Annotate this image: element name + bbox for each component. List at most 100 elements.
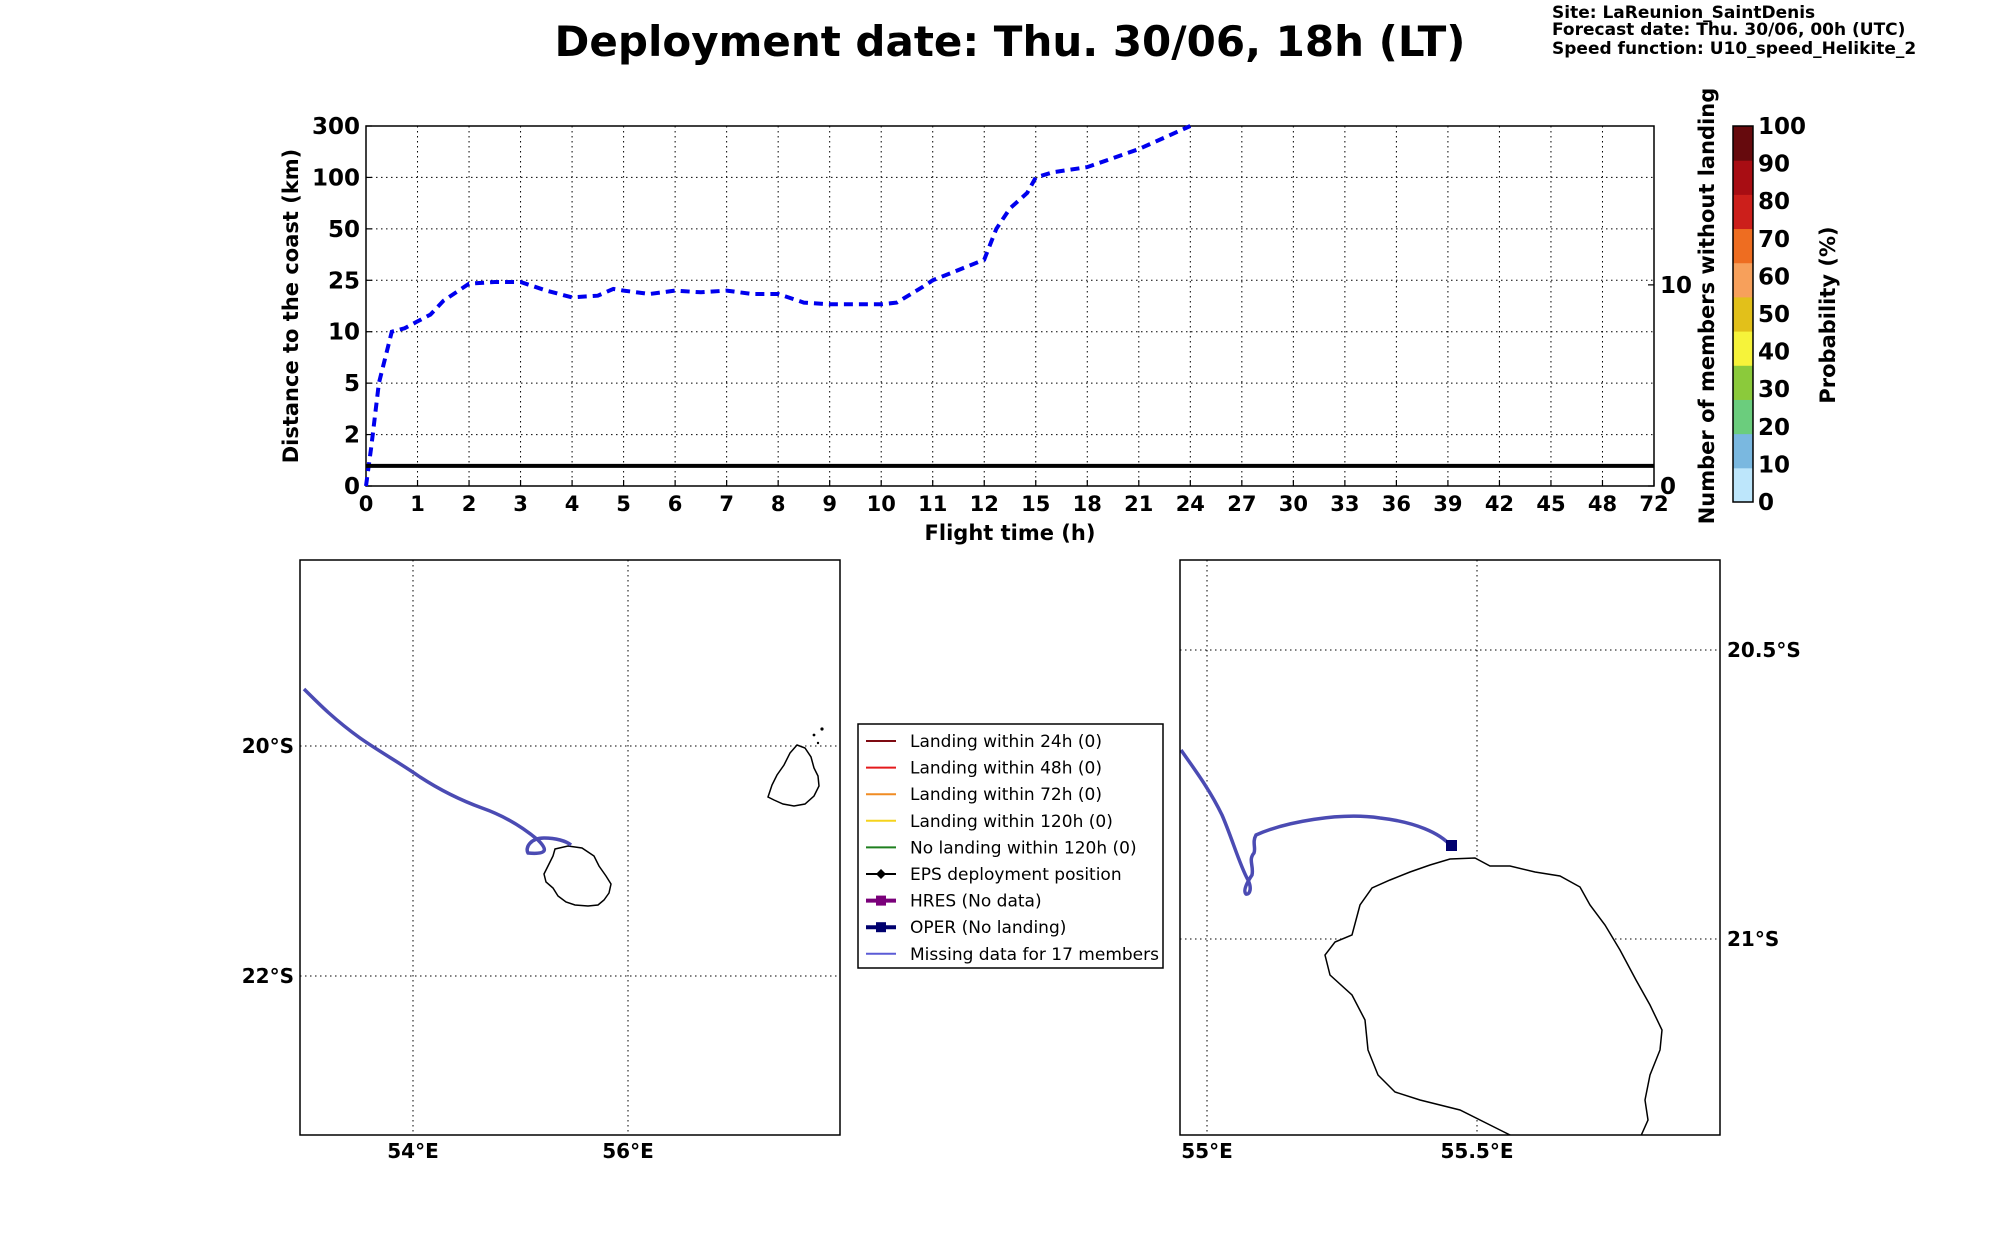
x-tick-label: 1 [410, 492, 425, 516]
y-tick-label: 2 [344, 423, 360, 449]
reunion-island-right [1324, 857, 1663, 1135]
colorbar-tick-label: 80 [1758, 189, 1790, 215]
x-tick-label: 33 [1330, 492, 1359, 516]
y-axis-label: Distance to the coast (km) [279, 149, 303, 464]
site-label: Site: LaReunion_SaintDenis [1552, 3, 1815, 23]
map-left-lat-tick: 22°S [242, 964, 294, 988]
x-tick-label: 9 [822, 492, 837, 516]
colorbar-label: Probability (%) [1816, 226, 1840, 403]
legend-label: OPER (No landing) [910, 918, 1066, 938]
distance-series-line [364, 124, 1192, 487]
forecast-label: Forecast date: Thu. 30/06, 00h (UTC) [1552, 20, 1905, 40]
legend-label: No landing within 120h (0) [910, 838, 1137, 858]
colorbar-frame [1732, 125, 1754, 503]
legend-label: EPS deployment position [910, 865, 1122, 885]
colorbar-tick-label: 60 [1758, 264, 1790, 290]
map-left-lon-tick: 56°E [602, 1139, 654, 1163]
colorbar: 0 10 20 30 40 50 60 70 80 90 100 [1732, 114, 1806, 516]
colorbar-tick-label: 100 [1758, 114, 1806, 140]
oper-trajectory-right [1180, 748, 1453, 896]
map-left-lon-tick: 54°E [387, 1139, 439, 1163]
x-tick-label: 36 [1382, 492, 1411, 516]
x-axis-label: Flight time (h) [925, 521, 1096, 545]
map-right [1179, 559, 1721, 1136]
map-right-lat-tick: 20.5°S [1727, 638, 1801, 662]
map-right-lon-tick: 55.5°E [1440, 1139, 1513, 1163]
x-tick-label: 6 [668, 492, 683, 516]
oper-position-marker [1446, 840, 1457, 851]
colorbar-segment [1733, 228, 1753, 264]
chart-title: Deployment date: Thu. 30/06, 18h (LT) [555, 17, 1466, 66]
y-tick-label: 50 [328, 217, 360, 243]
legend: Landing within 24h (0) Landing within 48h… [866, 732, 1159, 965]
colorbar-segment [1733, 296, 1753, 332]
legend-box [857, 723, 1164, 969]
x-tick-label: 48 [1588, 492, 1617, 516]
y2-axis-label: Number of members without landing [1695, 88, 1719, 525]
x-tick-label: 0 [359, 492, 374, 516]
x-tick-label: 21 [1124, 492, 1153, 516]
colorbar-segment [1733, 194, 1753, 230]
colorbar-segment [1733, 467, 1753, 503]
legend-label: Landing within 24h (0) [910, 732, 1102, 752]
map-left [299, 559, 841, 1136]
x-tick-label: 11 [918, 492, 947, 516]
islet-dot [820, 727, 824, 731]
colorbar-segment [1733, 365, 1753, 400]
x-tick-label: 15 [1021, 492, 1050, 516]
speed-label: Speed function: U10_speed_Helikite_2 [1552, 39, 1916, 59]
y-tick-label: 10 [328, 320, 360, 346]
colorbar-segment [1733, 160, 1753, 195]
y-tick-label: 0 [344, 474, 360, 500]
y2-tick-labels: 0 10 [1648, 273, 1692, 500]
legend-square-marker [876, 922, 886, 933]
top-chart-grid [366, 126, 1654, 486]
map-right-lon-tick: 55°E [1181, 1139, 1233, 1163]
x-tick-label: 39 [1433, 492, 1462, 516]
x-tick-label: 8 [771, 492, 786, 516]
map-left-lat-tick: 20°S [242, 734, 294, 758]
x-tick-label: 12 [970, 492, 999, 516]
top-chart-frame [365, 125, 1655, 487]
islet-dot [816, 741, 820, 745]
series-lines [364, 124, 1654, 487]
x-tick-label: 72 [1639, 492, 1668, 516]
colorbar-tick-label: 10 [1758, 452, 1790, 478]
colorbar-tick-label: 50 [1758, 302, 1790, 328]
x-tick-label: 10 [867, 492, 896, 516]
map-right-lat-tick: 21°S [1727, 927, 1779, 951]
colorbar-tick-label: 0 [1758, 490, 1774, 516]
colorbar-segment [1733, 262, 1753, 298]
legend-label: Landing within 120h (0) [910, 812, 1113, 832]
x-tick-label: 4 [565, 492, 580, 516]
y2-tick-label: 0 [1660, 474, 1676, 500]
legend-label: Landing within 48h (0) [910, 759, 1102, 779]
x-tick-label: 3 [513, 492, 528, 516]
colorbar-tick-label: 70 [1758, 227, 1790, 253]
x-tick-label: 27 [1227, 492, 1256, 516]
legend-diamond-marker [876, 869, 886, 879]
mauritius-island-left [767, 744, 820, 807]
x-tick-label: 45 [1536, 492, 1565, 516]
colorbar-segment [1733, 399, 1753, 435]
y-tick-label: 100 [312, 165, 360, 191]
colorbar-segment [1733, 126, 1753, 161]
colorbar-tick-label: 90 [1758, 152, 1790, 178]
legend-label: Landing within 72h (0) [910, 785, 1102, 805]
colorbar-segment [1733, 433, 1753, 469]
x-tick-label: 30 [1279, 492, 1308, 516]
x-tick-label: 2 [462, 492, 477, 516]
reunion-island-left [543, 845, 612, 907]
colorbar-tick-label: 20 [1758, 415, 1790, 441]
oper-trajectory-left [302, 687, 573, 856]
legend-label: Missing data for 17 members [910, 945, 1159, 965]
x-tick-labels: 0 1 2 3 4 5 6 7 8 9 10 11 12 15 18 21 24 27 30 33 36 39 42 45 48… [359, 480, 1669, 516]
legend-label: HRES (No data) [910, 892, 1042, 912]
y2-tick-label: 10 [1660, 273, 1692, 299]
colorbar-tick-label: 40 [1758, 340, 1790, 366]
colorbar-segment [1733, 331, 1753, 366]
x-tick-label: 18 [1073, 492, 1102, 516]
x-tick-label: 7 [719, 492, 734, 516]
x-tick-label: 5 [616, 492, 631, 516]
